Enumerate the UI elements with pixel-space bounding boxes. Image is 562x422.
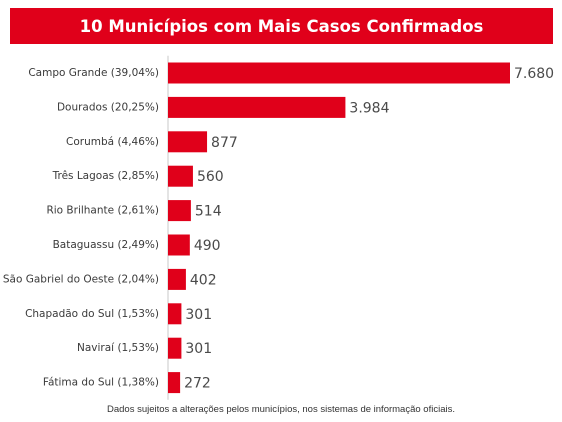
value-label: 7.680 (514, 66, 554, 82)
bar (168, 372, 181, 394)
value-label: 301 (185, 341, 212, 357)
bar (168, 165, 193, 187)
category-label: Três Lagoas (2,85%) (52, 170, 159, 182)
category-label: Corumbá (4,46%) (66, 136, 159, 148)
bar (168, 131, 208, 153)
bar (168, 303, 182, 325)
title-banner: 10 Municípios com Mais Casos Confirmados (10, 8, 553, 44)
value-label: 301 (185, 307, 212, 323)
value-label: 560 (197, 169, 224, 185)
value-label: 272 (184, 376, 211, 392)
chart-title: 10 Municípios com Mais Casos Confirmados (79, 16, 484, 36)
value-label: 877 (211, 135, 238, 151)
value-label: 514 (195, 204, 222, 220)
category-label: Bataguassu (2,49%) (53, 239, 159, 251)
category-label: Campo Grande (39,04%) (28, 67, 159, 79)
value-label: 402 (190, 272, 217, 288)
category-label: Dourados (20,25%) (57, 101, 159, 113)
category-label: Rio Brilhante (2,61%) (46, 205, 159, 217)
footnote: Dados sujeitos a alterações pelos municí… (107, 404, 455, 415)
bar (168, 200, 191, 222)
bar (168, 62, 510, 84)
bar (168, 96, 346, 118)
category-label: Chapadão do Sul (1,53%) (25, 308, 159, 320)
category-label: São Gabriel do Oeste (2,04%) (3, 273, 159, 285)
category-label: Naviraí (1,53%) (77, 342, 159, 354)
value-label: 490 (194, 238, 221, 254)
bar (168, 234, 190, 256)
bar (168, 337, 182, 359)
value-label: 3.984 (349, 100, 389, 116)
category-label: Fátima do Sul (1,38%) (43, 377, 159, 389)
bar (168, 268, 186, 290)
